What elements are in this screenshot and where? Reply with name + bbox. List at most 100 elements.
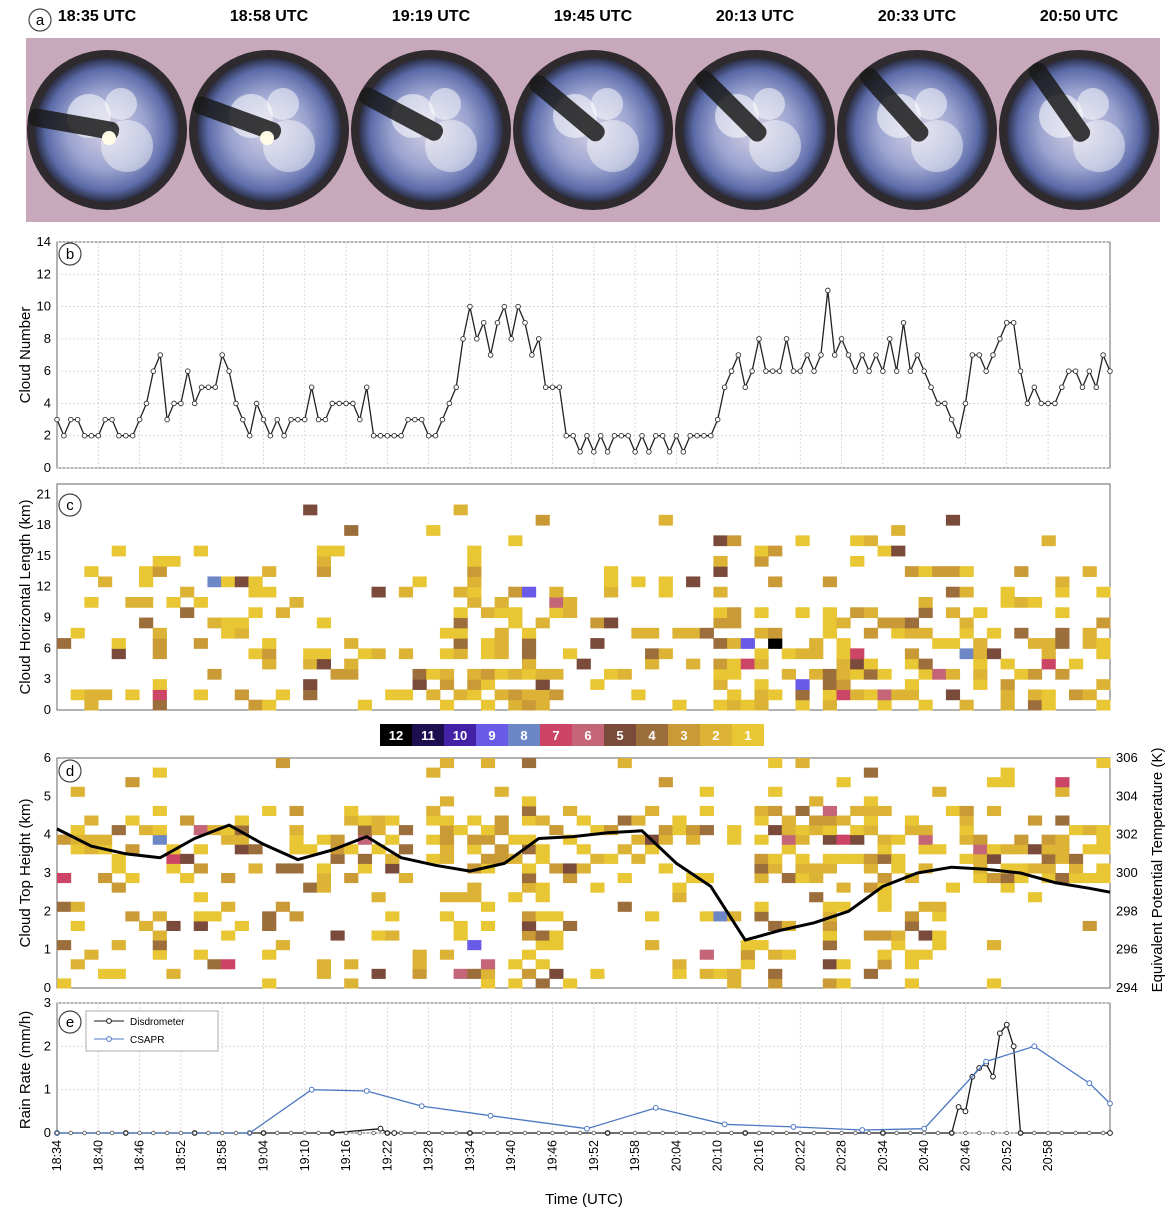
disdrometer-zero-point xyxy=(219,1130,225,1136)
disdrometer-zero-point xyxy=(577,1130,583,1136)
panel-b-grid xyxy=(57,241,1110,469)
heatmap-cell xyxy=(932,901,947,912)
heatmap-cell xyxy=(1000,844,1015,855)
cloud-patch xyxy=(1077,88,1109,120)
colorbar-swatch xyxy=(476,724,508,746)
heatmap-cell xyxy=(521,834,537,845)
heatmap-cell xyxy=(836,648,851,660)
legend-box xyxy=(85,1010,219,1052)
y-axis-title-b: Cloud Number xyxy=(17,307,34,404)
heatmap-cell xyxy=(713,535,728,547)
heatmap-cell xyxy=(918,597,933,608)
shadow-band-arm xyxy=(27,108,120,140)
disdrometer-zero-point xyxy=(605,1130,610,1136)
time-tick-label: 20:04 xyxy=(669,1140,683,1171)
heatmap-cell xyxy=(754,627,769,639)
cloud-number-point xyxy=(267,432,274,439)
cloud-number-point xyxy=(893,368,900,374)
cloud-number-point xyxy=(446,400,453,407)
heatmap-cell xyxy=(781,920,796,931)
heatmap-cell xyxy=(467,968,482,979)
csapr-point xyxy=(308,1086,315,1093)
heatmap-cell xyxy=(152,940,167,951)
heatmap-cell xyxy=(822,689,837,701)
cloud-number-point xyxy=(377,432,384,439)
heatmap-cell xyxy=(781,834,796,845)
heatmap-cell xyxy=(166,853,181,864)
heatmap-cell xyxy=(111,638,126,649)
heatmap-cell xyxy=(822,940,837,951)
disdrometer-point xyxy=(391,1130,398,1136)
disdrometer-zero-point xyxy=(481,1130,486,1136)
heatmap-cell xyxy=(727,978,742,989)
colorbar-swatch xyxy=(412,724,444,746)
heatmap-cell xyxy=(754,901,769,912)
cloud-number-point xyxy=(728,368,735,374)
heatmap-cell xyxy=(686,658,701,670)
tick-label-b: 12 xyxy=(37,266,51,281)
heatmap-cell xyxy=(904,627,920,639)
cloud-number-point xyxy=(1100,352,1106,358)
heatmap-cell xyxy=(521,648,537,660)
heatmap-cell xyxy=(1055,834,1070,845)
heatmap-cell xyxy=(686,825,701,836)
heatmap-cell xyxy=(521,689,537,701)
panel-label-circle xyxy=(58,242,82,266)
heatmap-cell xyxy=(152,930,167,941)
heatmap-cell xyxy=(152,627,167,639)
heatmap-cell xyxy=(221,576,236,588)
heatmap-cell xyxy=(918,699,933,711)
cloud-number-point xyxy=(412,416,418,423)
heatmap-cell xyxy=(480,901,496,912)
disdrometer-zero-point xyxy=(453,1130,459,1136)
heatmap-cell xyxy=(904,920,920,931)
heatmap-cell xyxy=(221,901,236,912)
heatmap-cell xyxy=(877,892,892,903)
heatmap-cell xyxy=(891,863,906,874)
heatmap-cell xyxy=(316,545,332,557)
cloud-number-point xyxy=(274,416,280,423)
disdrometer-zero-point xyxy=(1018,1130,1023,1136)
heatmap-cell xyxy=(549,930,564,941)
cloud-number-point xyxy=(136,416,143,423)
heatmap-cell xyxy=(303,679,318,690)
heatmap-cell xyxy=(1096,638,1111,649)
heatmap-cell xyxy=(303,844,318,855)
heatmap-cell xyxy=(590,638,605,649)
heatmap-cell xyxy=(1055,586,1070,598)
heatmap-cell xyxy=(289,844,304,855)
heatmap-cell xyxy=(904,658,920,670)
heatmap-cell xyxy=(494,597,509,608)
heatmap-cell xyxy=(809,648,824,660)
shadow-band xyxy=(695,70,767,142)
heatmap-cell xyxy=(344,638,359,649)
tick-label-d-right: 306 xyxy=(1116,750,1138,765)
heatmap-cell xyxy=(1082,638,1097,649)
cloud-number-point xyxy=(109,416,115,423)
time-tick-label: 20:40 xyxy=(917,1140,931,1171)
heatmap-cell xyxy=(412,968,427,979)
heatmap-cell xyxy=(822,805,837,816)
heatmap-cell xyxy=(234,834,249,845)
heatmap-cell xyxy=(439,949,455,960)
heatmap-cell xyxy=(453,504,468,516)
heatmap-cell xyxy=(1027,815,1043,826)
heatmap-cell xyxy=(686,627,701,639)
heatmap-cell xyxy=(111,968,126,979)
shadow-band xyxy=(358,87,444,141)
rain-rate-series xyxy=(54,1021,1113,1136)
y-axis-title-d: Cloud Top Height (km) xyxy=(17,799,34,948)
heatmap-cell xyxy=(439,892,455,903)
heatmap-cell xyxy=(590,882,605,893)
cloud-number-point xyxy=(997,336,1003,342)
heatmap-cell xyxy=(193,689,208,701)
tick-label-d: 0 xyxy=(44,980,51,995)
tick-label-b: 14 xyxy=(37,234,51,249)
heatmap-cell xyxy=(754,545,769,557)
cloud-number-point xyxy=(405,416,411,423)
cloud-number-point xyxy=(714,416,721,423)
heatmap-cell xyxy=(221,825,236,836)
csapr-point xyxy=(790,1124,797,1130)
cloud-number-point xyxy=(666,449,673,455)
heatmap-cell xyxy=(877,545,892,557)
